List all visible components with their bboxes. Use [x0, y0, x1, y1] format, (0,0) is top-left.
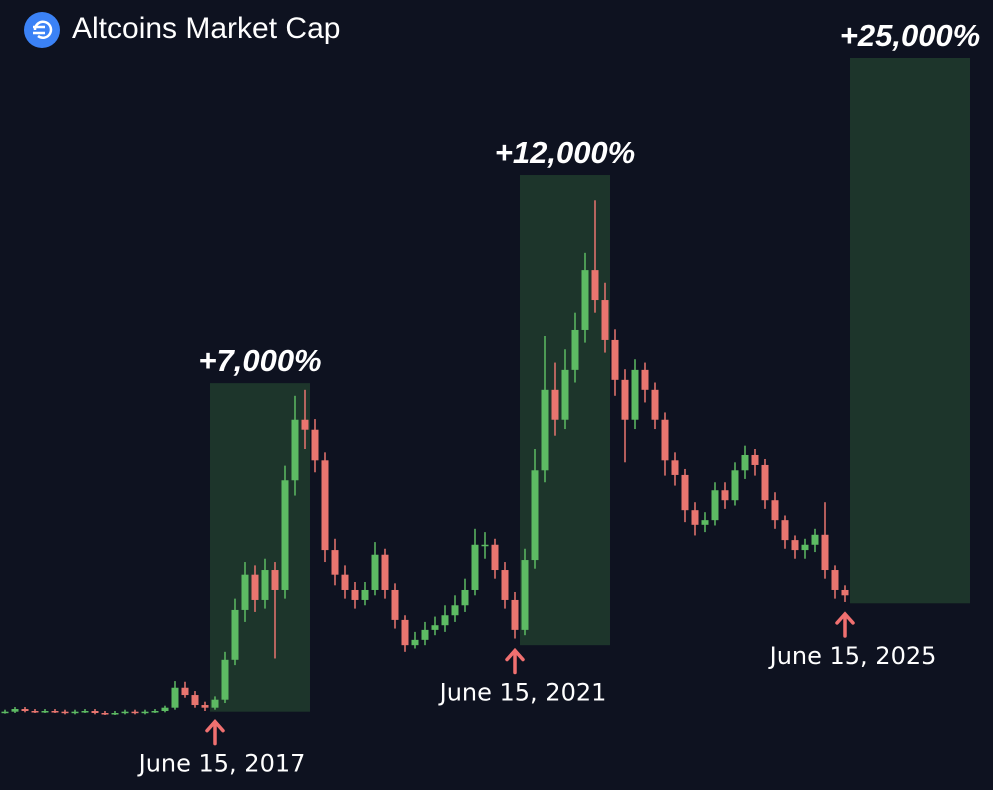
candle-body — [661, 419, 669, 461]
gain-zone — [850, 57, 970, 604]
candle-body — [91, 711, 99, 714]
candle-body — [601, 300, 609, 340]
candle-body — [771, 500, 779, 521]
candle-body — [801, 544, 809, 551]
candle-body — [461, 589, 469, 606]
candle-body — [551, 389, 559, 420]
candle-body — [561, 369, 569, 420]
candle-body — [191, 695, 199, 706]
candle-body — [251, 574, 259, 600]
date-label: June 15, 2021 — [438, 679, 607, 707]
candle-body — [731, 470, 739, 501]
candle-body — [791, 540, 799, 551]
candle-body — [151, 711, 159, 713]
candle-body — [171, 687, 179, 708]
candle-body — [211, 699, 219, 708]
candle-body — [521, 560, 529, 630]
candle-body — [421, 629, 429, 640]
candle-body — [621, 379, 629, 420]
candle-body — [261, 570, 269, 600]
date-label: June 15, 2017 — [137, 750, 306, 778]
candle-body — [701, 520, 709, 525]
candle-body — [491, 544, 499, 571]
candle-body — [281, 480, 289, 590]
candle-body — [831, 570, 839, 590]
candle-body — [681, 474, 689, 511]
candle-body — [811, 534, 819, 545]
candle-body — [641, 369, 649, 390]
candle-body — [121, 711, 129, 714]
candle-body — [1, 711, 9, 714]
candle-body — [351, 589, 359, 600]
arrow — [835, 611, 855, 638]
candle-body — [651, 389, 659, 420]
candle-body — [721, 490, 729, 501]
candle-body — [671, 460, 679, 475]
candle-body — [471, 544, 479, 590]
candle-body — [21, 709, 29, 712]
gain-label: +25,000% — [840, 18, 980, 53]
candle-body — [71, 711, 79, 714]
candle-body — [131, 711, 139, 714]
candle-body — [741, 454, 749, 471]
candle-body — [31, 711, 39, 713]
candle-body — [711, 490, 719, 521]
candle-body — [611, 339, 619, 380]
candle-body — [141, 711, 149, 714]
candle-body — [321, 460, 329, 551]
candle-body — [691, 510, 699, 525]
candle-body — [451, 605, 459, 616]
candle-body — [241, 574, 249, 610]
candle-body — [221, 659, 229, 700]
candle-body — [531, 470, 539, 561]
logo — [24, 12, 60, 48]
candle-body — [291, 419, 299, 481]
candle-body — [631, 369, 639, 420]
candle-body — [301, 419, 309, 430]
candle-body — [161, 707, 169, 712]
candle-body — [441, 615, 449, 626]
candle-body — [591, 270, 599, 301]
candle-body — [231, 609, 239, 660]
candle-body — [761, 464, 769, 501]
candle-body — [571, 329, 579, 370]
chart-title: Altcoins Market Cap — [72, 12, 340, 45]
candle-body — [271, 570, 279, 590]
gain-label: +12,000% — [495, 135, 635, 170]
candle-body — [401, 619, 409, 646]
candle-body — [411, 639, 419, 646]
candle-body — [101, 713, 109, 715]
candle-body — [431, 625, 439, 630]
arrow — [205, 719, 225, 746]
candle-body — [541, 389, 549, 471]
candle-body — [181, 687, 189, 696]
candle-body — [331, 550, 339, 575]
candle-body — [51, 711, 59, 713]
candle-body — [841, 589, 849, 596]
candle-body — [821, 534, 829, 571]
candle-body — [381, 554, 389, 590]
candle-body — [371, 554, 379, 590]
candle-body — [81, 711, 89, 713]
candle-body — [61, 711, 69, 714]
candle-body — [501, 570, 509, 600]
candle-body — [11, 709, 19, 712]
candle-body — [311, 429, 319, 461]
candle-body — [581, 270, 589, 330]
candle-body — [41, 711, 49, 713]
date-label: June 15, 2025 — [768, 642, 937, 670]
arrow — [505, 647, 525, 675]
candle-body — [341, 574, 349, 590]
candle-body — [391, 589, 399, 620]
candle-body — [481, 544, 489, 547]
candle-body — [751, 454, 759, 465]
gain-label: +7,000% — [198, 343, 321, 378]
candle-body — [201, 705, 209, 708]
candle-body — [511, 599, 519, 630]
candle-body — [781, 520, 789, 541]
candle-body — [111, 713, 119, 715]
candle-body — [361, 589, 369, 600]
